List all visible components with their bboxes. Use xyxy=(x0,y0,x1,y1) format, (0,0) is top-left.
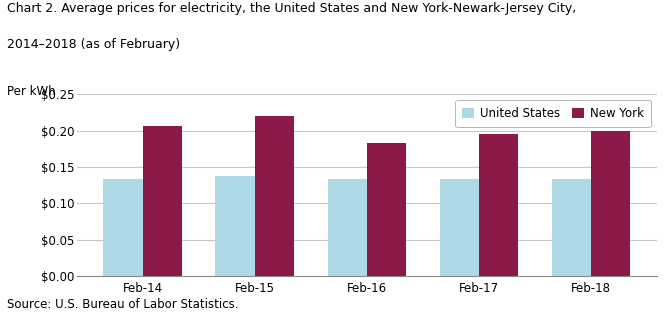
Bar xyxy=(552,179,591,276)
Bar xyxy=(591,131,630,276)
Bar xyxy=(328,179,367,276)
Bar xyxy=(440,179,479,276)
Text: Source: U.S. Bureau of Labor Statistics.: Source: U.S. Bureau of Labor Statistics. xyxy=(7,298,239,311)
Bar xyxy=(143,126,182,276)
Bar xyxy=(103,179,143,276)
Bar xyxy=(216,176,255,276)
Bar xyxy=(479,133,518,276)
Text: Chart 2. Average prices for electricity, the United States and New York-Newark-J: Chart 2. Average prices for electricity,… xyxy=(7,2,576,14)
Text: Per kWh: Per kWh xyxy=(7,85,56,98)
Bar xyxy=(367,143,406,276)
Legend: United States, New York: United States, New York xyxy=(455,100,651,127)
Text: 2014–2018 (as of February): 2014–2018 (as of February) xyxy=(7,38,180,51)
Bar xyxy=(255,116,294,276)
